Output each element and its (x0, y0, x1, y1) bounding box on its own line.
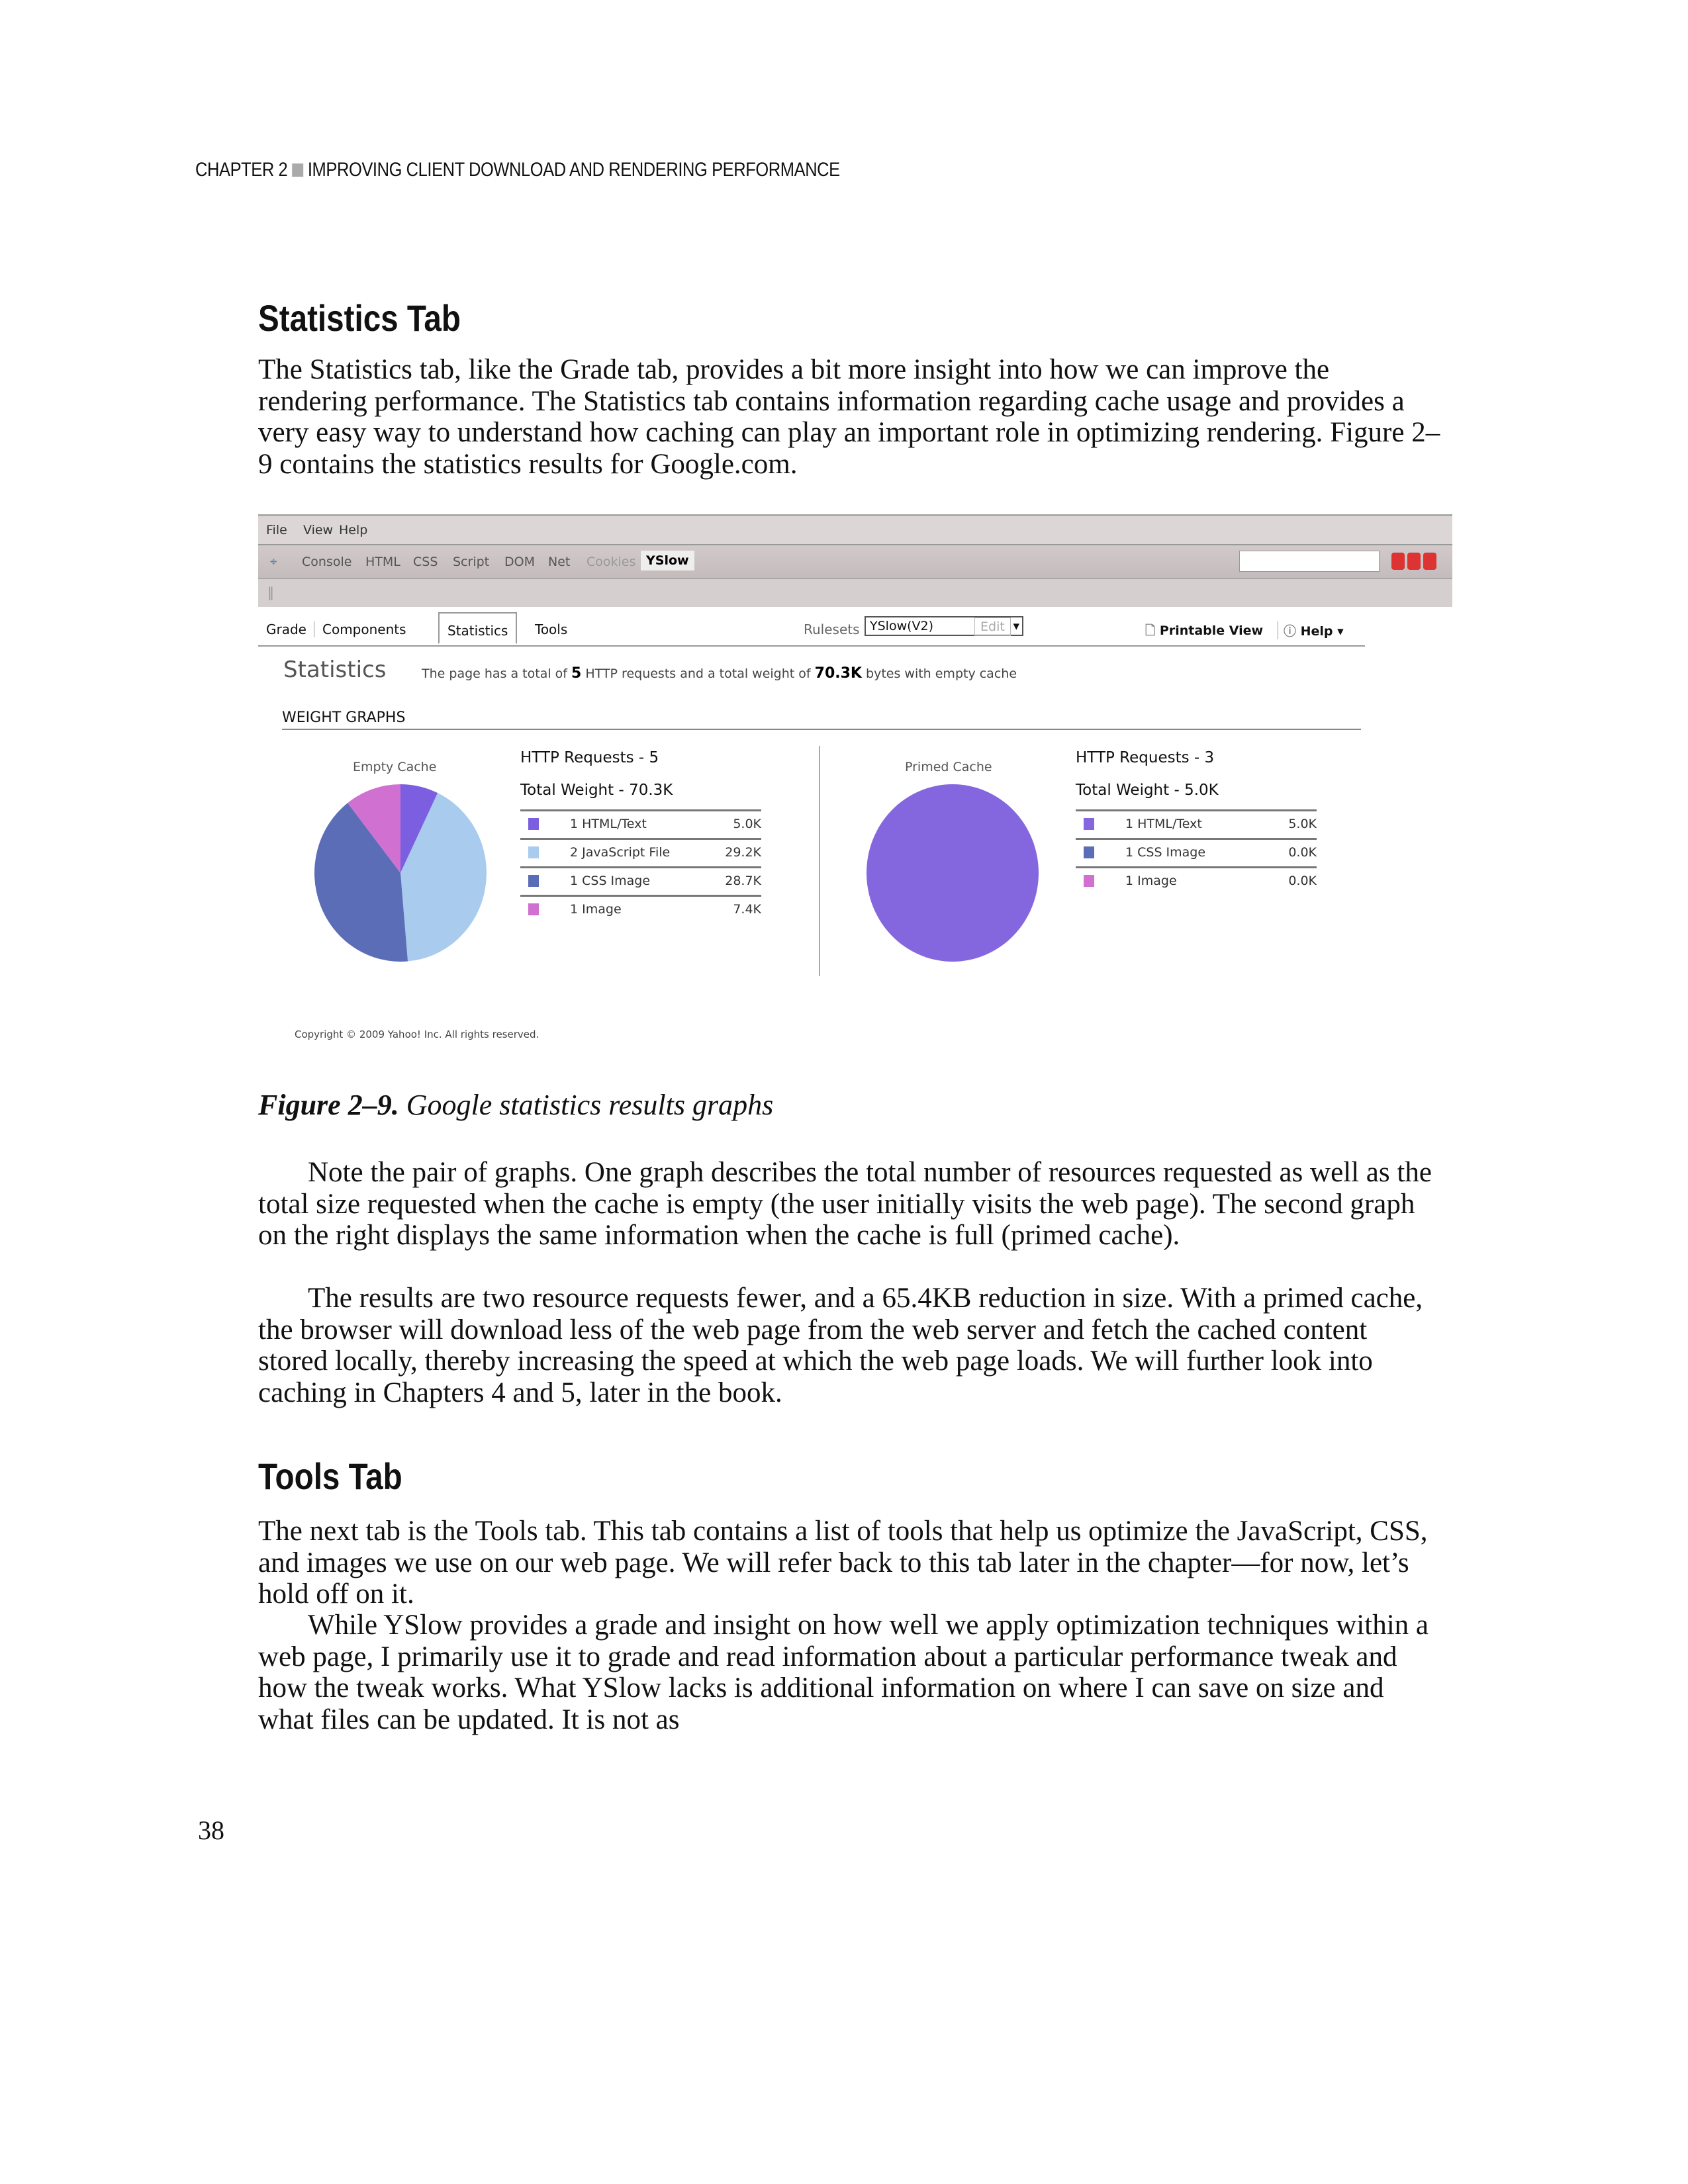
legend-value: 5.0K (1288, 817, 1317, 831)
ruleset-value: YSlow(V2) (870, 619, 934, 633)
primed-cache-legend: 1 HTML/Text 5.0K 1 CSS Image 0.0K 1 Image 0.0… (1076, 809, 1317, 895)
legend-value: 0.0K (1288, 874, 1317, 888)
tab-console[interactable]: Console (302, 555, 352, 569)
help-button[interactable]: ⓘ Help ▾ (1278, 621, 1344, 639)
tab-html[interactable]: HTML (365, 555, 400, 569)
paragraph: The Statistics tab, like the Grade tab, … (258, 354, 1440, 480)
close-icon[interactable] (1423, 553, 1436, 570)
yslow-screenshot-figure: File View Help ⌖ Console HTML CSS Script… (258, 514, 1452, 1059)
total-weight-empty: Total Weight - 70.3K (520, 782, 673, 799)
paragraph: The next tab is the Tools tab. This tab … (258, 1516, 1428, 1610)
pie-slice-1-html-text (400, 784, 438, 873)
restore-icon[interactable] (1407, 553, 1421, 570)
page-number: 38 (198, 1815, 224, 1845)
inspect-icon[interactable]: ⌖ (270, 555, 277, 569)
tab-tools[interactable]: Tools (535, 621, 568, 637)
pie-slice-1-image (348, 784, 400, 873)
legend-value: 0.0K (1288, 845, 1317, 860)
pie-slice-1-css-image (314, 803, 408, 962)
legend-swatch (1084, 875, 1094, 887)
printer-icon: 🗋 (1145, 623, 1160, 638)
http-requests-empty: HTTP Requests - 5 (520, 749, 659, 766)
statistics-summary: The page has a total of 5 HTTP requests … (422, 665, 1017, 682)
legend-value: 29.2K (725, 845, 761, 860)
running-head: CHAPTER 2 IMPROVING CLIENT DOWNLOAD AND R… (195, 159, 840, 181)
chart-title-empty-cache: Empty Cache (353, 760, 437, 774)
http-requests-primed: HTTP Requests - 3 (1076, 749, 1215, 766)
legend-label: 1 Image (570, 902, 622, 917)
tab-grade[interactable]: Grade (266, 621, 306, 637)
menu-help[interactable]: Help (339, 523, 368, 537)
legend-row: 1 CSS Image 28.7K (520, 866, 761, 895)
menu-bar: File View Help (258, 514, 1452, 544)
paragraph: While YSlow provides a grade and insight… (258, 1610, 1429, 1735)
legend-value: 7.4K (733, 902, 761, 917)
search-input[interactable] (1239, 551, 1380, 572)
legend-label: 1 Image (1125, 874, 1177, 888)
rulesets-label: Rulesets (804, 621, 860, 637)
printable-view-button[interactable]: 🗋 Printable View (1145, 623, 1264, 638)
total-weight-primed: Total Weight - 5.0K (1076, 782, 1219, 799)
legend-row: 1 HTML/Text 5.0K (520, 809, 761, 838)
menu-view[interactable]: View (303, 523, 334, 537)
legend-swatch (528, 818, 539, 830)
legend-row: 1 Image 7.4K (520, 895, 761, 923)
divider (819, 746, 820, 976)
copyright: Copyright © 2009 Yahoo! Inc. All rights … (295, 1028, 539, 1040)
paragraph: Note the pair of graphs. One graph descr… (258, 1157, 1432, 1251)
weight-graphs-heading: WEIGHT GRAPHS (282, 709, 1361, 730)
primed-cache-pie (867, 784, 1039, 962)
pause-icon[interactable]: ‖ (267, 584, 274, 600)
edit-button[interactable]: Edit (974, 617, 1011, 636)
chapter-label: CHAPTER 2 (195, 159, 288, 181)
legend-row: 2 JavaScript File 29.2K (520, 838, 761, 866)
legend-swatch (528, 875, 539, 887)
tab-components[interactable]: Components (314, 621, 406, 637)
tab-script[interactable]: Script (453, 555, 490, 569)
legend-label: 1 HTML/Text (570, 817, 647, 831)
pie-slice-2-javascript-file (400, 793, 487, 962)
yslow-tabs: Grade Components Statistics Tools Rulese… (258, 612, 1365, 647)
legend-value: 5.0K (733, 817, 761, 831)
legend-row: 1 CSS Image 0.0K (1076, 838, 1317, 866)
legend-row: 1 HTML/Text 5.0K (1076, 809, 1317, 838)
square-bullet-icon (292, 163, 304, 177)
legend-value: 28.7K (725, 874, 761, 888)
chapter-title: IMPROVING CLIENT DOWNLOAD AND RENDERING … (307, 159, 840, 181)
help-icon: ⓘ (1284, 624, 1301, 639)
section-heading-tools-tab: Tools Tab (258, 1455, 402, 1497)
chart-title-primed-cache: Primed Cache (905, 760, 992, 774)
legend-swatch (528, 846, 539, 858)
tab-css[interactable]: CSS (413, 555, 438, 569)
tab-statistics[interactable]: Statistics (438, 612, 518, 644)
chevron-down-icon: ▾ (1013, 619, 1019, 633)
legend-label: 1 HTML/Text (1125, 817, 1202, 831)
tab-dom[interactable]: DOM (504, 555, 535, 569)
statistics-title: Statistics (283, 657, 387, 683)
minimize-icon[interactable] (1391, 553, 1405, 570)
legend-label: 1 CSS Image (570, 874, 651, 888)
pie-slice-1-html-text (867, 784, 1039, 962)
legend-label: 1 CSS Image (1125, 845, 1206, 860)
legend-row: 1 Image 0.0K (1076, 866, 1317, 895)
tab-net[interactable]: Net (548, 555, 571, 569)
ruleset-select[interactable]: YSlow(V2) ▾ (865, 616, 1023, 636)
legend-swatch (1084, 846, 1094, 858)
tab-cookies[interactable]: Cookies (586, 555, 636, 569)
figure-caption: Figure 2–9. Google statistics results gr… (258, 1089, 774, 1121)
paragraph: The results are two resource requests fe… (258, 1283, 1423, 1408)
panel-bar: ‖ (258, 579, 1452, 607)
legend-swatch (528, 903, 539, 915)
menu-file[interactable]: File (266, 523, 287, 537)
legend-label: 2 JavaScript File (570, 845, 671, 860)
section-heading-statistics-tab: Statistics Tab (258, 297, 461, 339)
empty-cache-pie (314, 784, 487, 962)
tab-yslow[interactable]: YSlow (641, 551, 694, 570)
empty-cache-legend: 1 HTML/Text 5.0K 2 JavaScript File 29.2K 1 C… (520, 809, 761, 923)
legend-swatch (1084, 818, 1094, 830)
